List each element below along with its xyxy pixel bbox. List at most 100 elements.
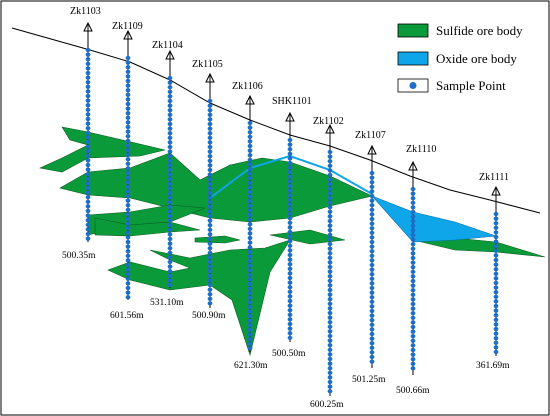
sample-point bbox=[410, 274, 416, 279]
drillhole-arrow-icon bbox=[123, 29, 133, 40]
sample-point bbox=[247, 180, 253, 185]
sample-point bbox=[369, 267, 375, 272]
drillhole-depth-label: 501.25m bbox=[352, 375, 386, 385]
sample-point bbox=[327, 205, 333, 210]
sample-point bbox=[287, 308, 293, 313]
sample-point bbox=[207, 98, 213, 104]
sample-point bbox=[369, 318, 375, 323]
sample-point bbox=[327, 324, 333, 329]
sample-point bbox=[327, 343, 333, 348]
sample-point bbox=[287, 216, 293, 221]
sample-point bbox=[125, 138, 131, 143]
sample-point bbox=[247, 235, 253, 241]
sample-point bbox=[125, 285, 131, 291]
sample-point bbox=[167, 144, 173, 150]
sample-point bbox=[493, 294, 499, 299]
sample-point bbox=[493, 299, 499, 304]
sample-point bbox=[287, 326, 293, 331]
drillhole-id-label: Zk1105 bbox=[192, 59, 223, 70]
sample-point bbox=[410, 242, 416, 247]
sample-point bbox=[369, 295, 375, 300]
sample-point bbox=[327, 182, 333, 187]
sample-point bbox=[85, 84, 91, 89]
sample-point bbox=[327, 315, 333, 320]
sample-point bbox=[207, 103, 213, 108]
sample-point bbox=[125, 239, 131, 245]
sample-point bbox=[247, 199, 253, 204]
sample-point bbox=[247, 143, 253, 149]
sample-point bbox=[167, 181, 173, 186]
sample-point bbox=[287, 252, 293, 258]
sample-point bbox=[493, 271, 499, 276]
sample-point bbox=[369, 170, 375, 176]
sample-point bbox=[327, 260, 333, 265]
sample-point bbox=[287, 170, 293, 175]
sample-point bbox=[167, 126, 173, 131]
sample-point bbox=[287, 142, 293, 147]
sample-point bbox=[327, 338, 333, 343]
sample-point bbox=[327, 384, 333, 389]
sample-point bbox=[287, 220, 293, 225]
drillhole-zk1104 bbox=[165, 49, 175, 288]
sample-point bbox=[287, 179, 293, 184]
sample-point bbox=[369, 230, 375, 235]
sample-point bbox=[247, 134, 253, 139]
sample-point bbox=[167, 278, 173, 283]
drillhole-arrow-icon bbox=[367, 144, 377, 155]
sample-point bbox=[327, 255, 333, 260]
drillhole-zk1103 bbox=[83, 21, 93, 242]
sample-point bbox=[85, 139, 91, 145]
sample-point bbox=[85, 190, 91, 195]
sample-point bbox=[125, 262, 131, 268]
drillhole-id-label: Zk1104 bbox=[152, 40, 183, 51]
sample-point bbox=[369, 226, 375, 231]
sample-point bbox=[410, 288, 416, 293]
sample-point bbox=[85, 107, 91, 112]
sample-point bbox=[85, 236, 91, 241]
sample-point bbox=[369, 272, 375, 277]
sample-point bbox=[167, 282, 173, 288]
drillhole-zk1102 bbox=[325, 123, 335, 396]
sample-point bbox=[327, 149, 333, 155]
sample-point bbox=[207, 232, 213, 237]
drillhole-id-label: Zk1106 bbox=[232, 81, 263, 92]
sulfide-ore-body bbox=[94, 217, 201, 237]
sample-point bbox=[410, 352, 416, 357]
sample-point bbox=[207, 218, 213, 223]
sample-point bbox=[327, 237, 333, 242]
drillhole-depth-label: 500.35m bbox=[62, 251, 96, 261]
sample-point bbox=[327, 347, 333, 352]
sample-point bbox=[410, 361, 416, 366]
sample-point bbox=[369, 336, 375, 341]
sample-point bbox=[125, 69, 131, 74]
sample-point bbox=[85, 75, 91, 80]
sample-point bbox=[125, 120, 131, 125]
sample-point bbox=[287, 248, 293, 253]
drill-holes bbox=[83, 21, 501, 396]
legend-sample-label: Sample Point bbox=[436, 78, 506, 93]
sample-point bbox=[125, 83, 131, 88]
sample-point bbox=[369, 175, 375, 180]
sample-point bbox=[85, 185, 91, 191]
sample-point bbox=[493, 317, 499, 322]
sample-point bbox=[493, 340, 499, 345]
drillhole-id-label: Zk1103 bbox=[70, 6, 101, 17]
sample-point bbox=[207, 154, 213, 159]
sample-point bbox=[493, 326, 499, 332]
sample-point bbox=[247, 162, 253, 167]
sample-point bbox=[247, 189, 253, 195]
sample-point bbox=[493, 267, 499, 272]
sample-point bbox=[327, 352, 333, 357]
sample-point bbox=[247, 157, 253, 162]
sample-point bbox=[247, 295, 253, 300]
sample-point bbox=[167, 158, 173, 163]
drillhole-arrow-icon bbox=[408, 160, 418, 171]
sample-point bbox=[287, 257, 293, 262]
sample-point bbox=[369, 304, 375, 309]
sample-point bbox=[207, 140, 213, 145]
sample-point bbox=[85, 47, 91, 53]
drillhole-zk1105 bbox=[205, 72, 215, 308]
sample-point bbox=[207, 292, 213, 297]
sample-point bbox=[247, 208, 253, 213]
sample-point bbox=[207, 135, 213, 140]
